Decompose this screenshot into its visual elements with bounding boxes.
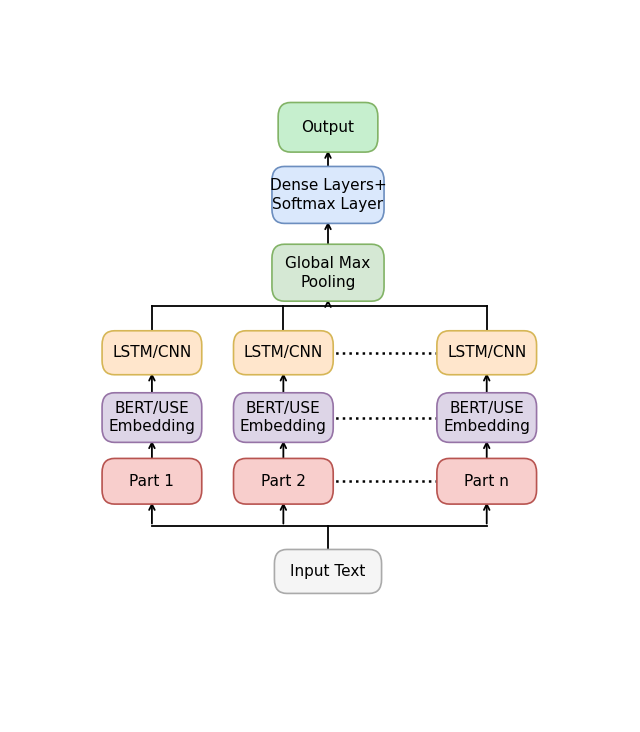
FancyBboxPatch shape <box>437 393 536 442</box>
FancyBboxPatch shape <box>234 458 333 504</box>
FancyBboxPatch shape <box>272 166 384 223</box>
FancyBboxPatch shape <box>437 331 536 375</box>
Text: Part n: Part n <box>464 474 509 489</box>
Text: Output: Output <box>301 120 355 135</box>
Text: LSTM/CNN: LSTM/CNN <box>244 346 323 360</box>
Text: Global Max
Pooling: Global Max Pooling <box>285 256 371 290</box>
FancyBboxPatch shape <box>234 331 333 375</box>
Text: BERT/USE
Embedding: BERT/USE Embedding <box>240 400 327 434</box>
Text: BERT/USE
Embedding: BERT/USE Embedding <box>444 400 530 434</box>
Text: Input Text: Input Text <box>291 564 365 579</box>
FancyBboxPatch shape <box>102 458 202 504</box>
FancyBboxPatch shape <box>437 458 536 504</box>
FancyBboxPatch shape <box>102 393 202 442</box>
FancyBboxPatch shape <box>272 244 384 301</box>
Text: Part 1: Part 1 <box>129 474 174 489</box>
Text: Part 2: Part 2 <box>261 474 306 489</box>
Text: Dense Layers+
Softmax Layer: Dense Layers+ Softmax Layer <box>269 178 387 212</box>
Text: LSTM/CNN: LSTM/CNN <box>447 346 526 360</box>
Text: LSTM/CNN: LSTM/CNN <box>112 346 191 360</box>
FancyBboxPatch shape <box>234 393 333 442</box>
Text: BERT/USE
Embedding: BERT/USE Embedding <box>109 400 195 434</box>
FancyBboxPatch shape <box>102 331 202 375</box>
FancyBboxPatch shape <box>278 102 378 152</box>
FancyBboxPatch shape <box>275 550 381 594</box>
